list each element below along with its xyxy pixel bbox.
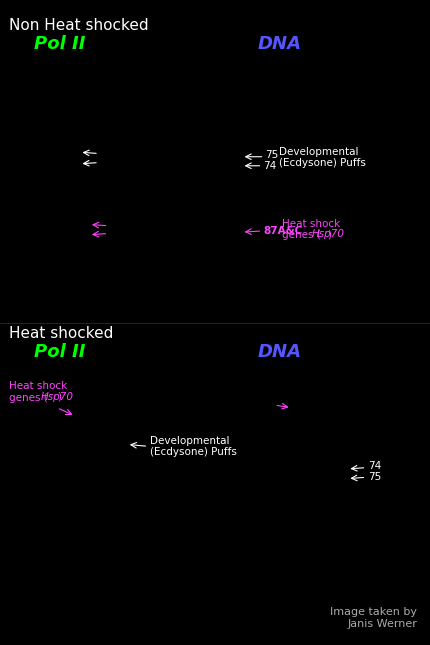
Text: Developmental
(Ecdysone) Puffs: Developmental (Ecdysone) Puffs <box>279 146 366 168</box>
Text: Pol II: Pol II <box>34 35 86 54</box>
Text: Heat shocked: Heat shocked <box>9 326 113 341</box>
Text: 87A&C: 87A&C <box>264 226 303 236</box>
Text: Developmental
(Ecdysone) Puffs: Developmental (Ecdysone) Puffs <box>150 435 236 457</box>
Text: DNA: DNA <box>258 35 302 54</box>
Text: Hsp70: Hsp70 <box>41 392 74 402</box>
Text: Heat shock
genes (: Heat shock genes ( <box>9 381 67 403</box>
Text: 75: 75 <box>368 472 381 482</box>
Text: Heat shock
genes (: Heat shock genes ( <box>282 219 340 241</box>
Text: Hsp70: Hsp70 <box>311 229 344 239</box>
Text: 75: 75 <box>265 150 279 161</box>
Text: ): ) <box>328 229 332 239</box>
Text: 74: 74 <box>263 161 276 171</box>
Text: Non Heat shocked: Non Heat shocked <box>9 18 148 33</box>
Text: DNA: DNA <box>258 343 302 361</box>
Text: 74: 74 <box>368 461 381 471</box>
Text: Image taken by
Janis Werner: Image taken by Janis Werner <box>330 608 417 629</box>
Text: Pol II: Pol II <box>34 343 86 361</box>
Text: ): ) <box>57 392 61 402</box>
